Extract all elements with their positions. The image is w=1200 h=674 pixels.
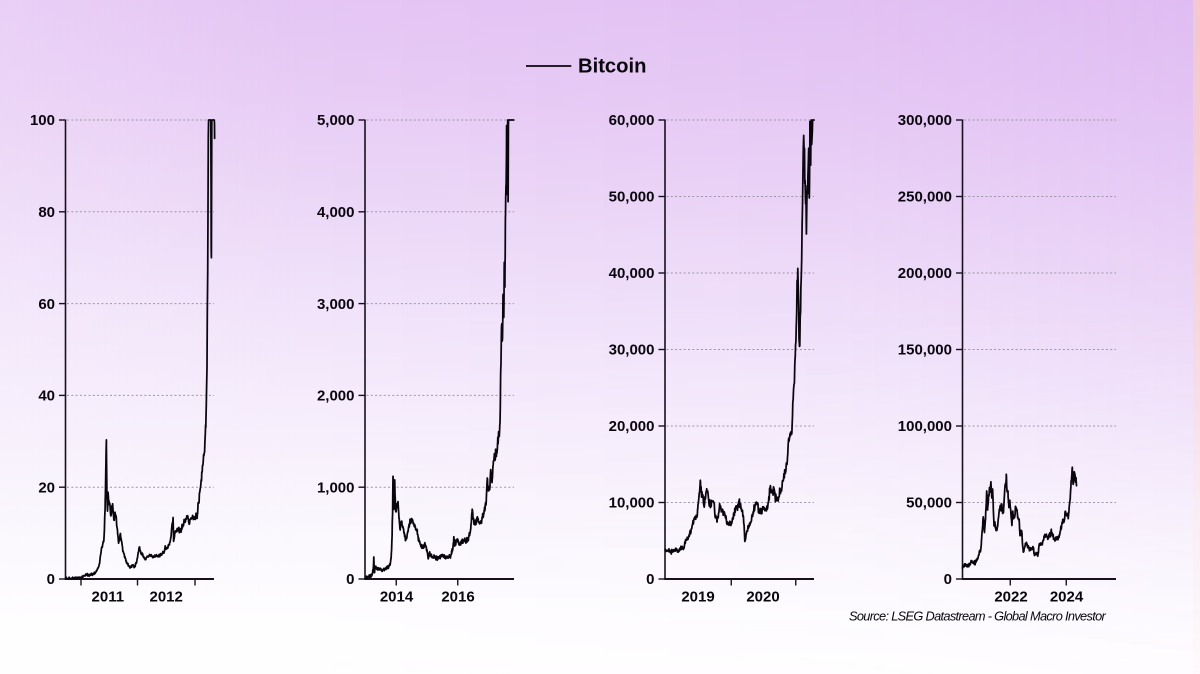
svg-text:2019: 2019 (681, 588, 714, 605)
svg-text:1,000: 1,000 (317, 479, 355, 496)
svg-text:50,000: 50,000 (609, 189, 655, 206)
svg-text:250,000: 250,000 (898, 189, 952, 206)
svg-text:100: 100 (30, 112, 55, 129)
svg-text:0: 0 (944, 571, 952, 588)
svg-text:0: 0 (346, 571, 354, 588)
svg-text:2020: 2020 (746, 588, 779, 605)
svg-text:0: 0 (646, 571, 654, 588)
svg-text:60,000: 60,000 (609, 112, 655, 129)
svg-text:60: 60 (38, 296, 55, 313)
svg-text:300,000: 300,000 (898, 112, 952, 129)
svg-text:20: 20 (38, 479, 55, 496)
svg-text:3,000: 3,000 (317, 296, 355, 313)
svg-text:20,000: 20,000 (609, 418, 655, 435)
svg-text:10,000: 10,000 (609, 495, 655, 512)
svg-text:2022: 2022 (994, 588, 1027, 605)
svg-text:40,000: 40,000 (609, 265, 655, 282)
svg-text:40: 40 (38, 388, 55, 405)
svg-text:2011: 2011 (92, 588, 125, 605)
svg-text:2016: 2016 (441, 588, 474, 605)
svg-text:200,000: 200,000 (898, 265, 952, 282)
svg-text:5,000: 5,000 (317, 112, 355, 129)
svg-text:50,000: 50,000 (906, 495, 952, 512)
svg-text:30,000: 30,000 (609, 342, 655, 359)
svg-text:100,000: 100,000 (898, 418, 952, 435)
svg-text:2024: 2024 (1050, 588, 1084, 605)
svg-text:2,000: 2,000 (317, 388, 355, 405)
svg-text:150,000: 150,000 (898, 342, 952, 359)
svg-text:2012: 2012 (150, 588, 183, 605)
svg-text:80: 80 (38, 204, 55, 221)
svg-text:Source: LSEG Datastream - Glob: Source: LSEG Datastream - Global Macro I… (849, 609, 1107, 624)
svg-text:Bitcoin: Bitcoin (578, 56, 646, 78)
svg-text:2014: 2014 (380, 588, 414, 605)
svg-text:4,000: 4,000 (317, 204, 355, 221)
svg-text:0: 0 (47, 571, 55, 588)
